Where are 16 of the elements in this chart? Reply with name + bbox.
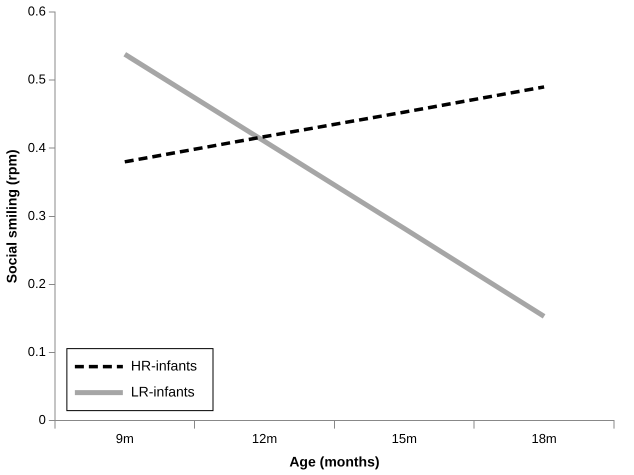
x-tick-label: 15m: [392, 430, 417, 446]
x-tick-label: 18m: [531, 430, 557, 446]
legend-label: HR-infants: [130, 357, 198, 374]
legend-label: LR-infants: [130, 383, 195, 400]
y-tick-label: 0.3: [28, 208, 46, 223]
y-tick-label: 0: [38, 412, 46, 428]
y-axis-title: Social smiling (rpm): [3, 149, 20, 284]
x-tick-label: 9m: [116, 430, 134, 446]
y-tick-label: 0.6: [28, 4, 46, 19]
y-tick-label: 0.5: [28, 72, 46, 87]
line-series: [123, 85, 546, 164]
x-axis-title: Age (months): [289, 453, 380, 470]
y-tick-label: 0.2: [28, 276, 46, 291]
y-tick-label: 0.4: [28, 140, 46, 155]
y-tick-label: 0.1: [28, 344, 46, 360]
x-tick-label: 12m: [252, 430, 278, 446]
